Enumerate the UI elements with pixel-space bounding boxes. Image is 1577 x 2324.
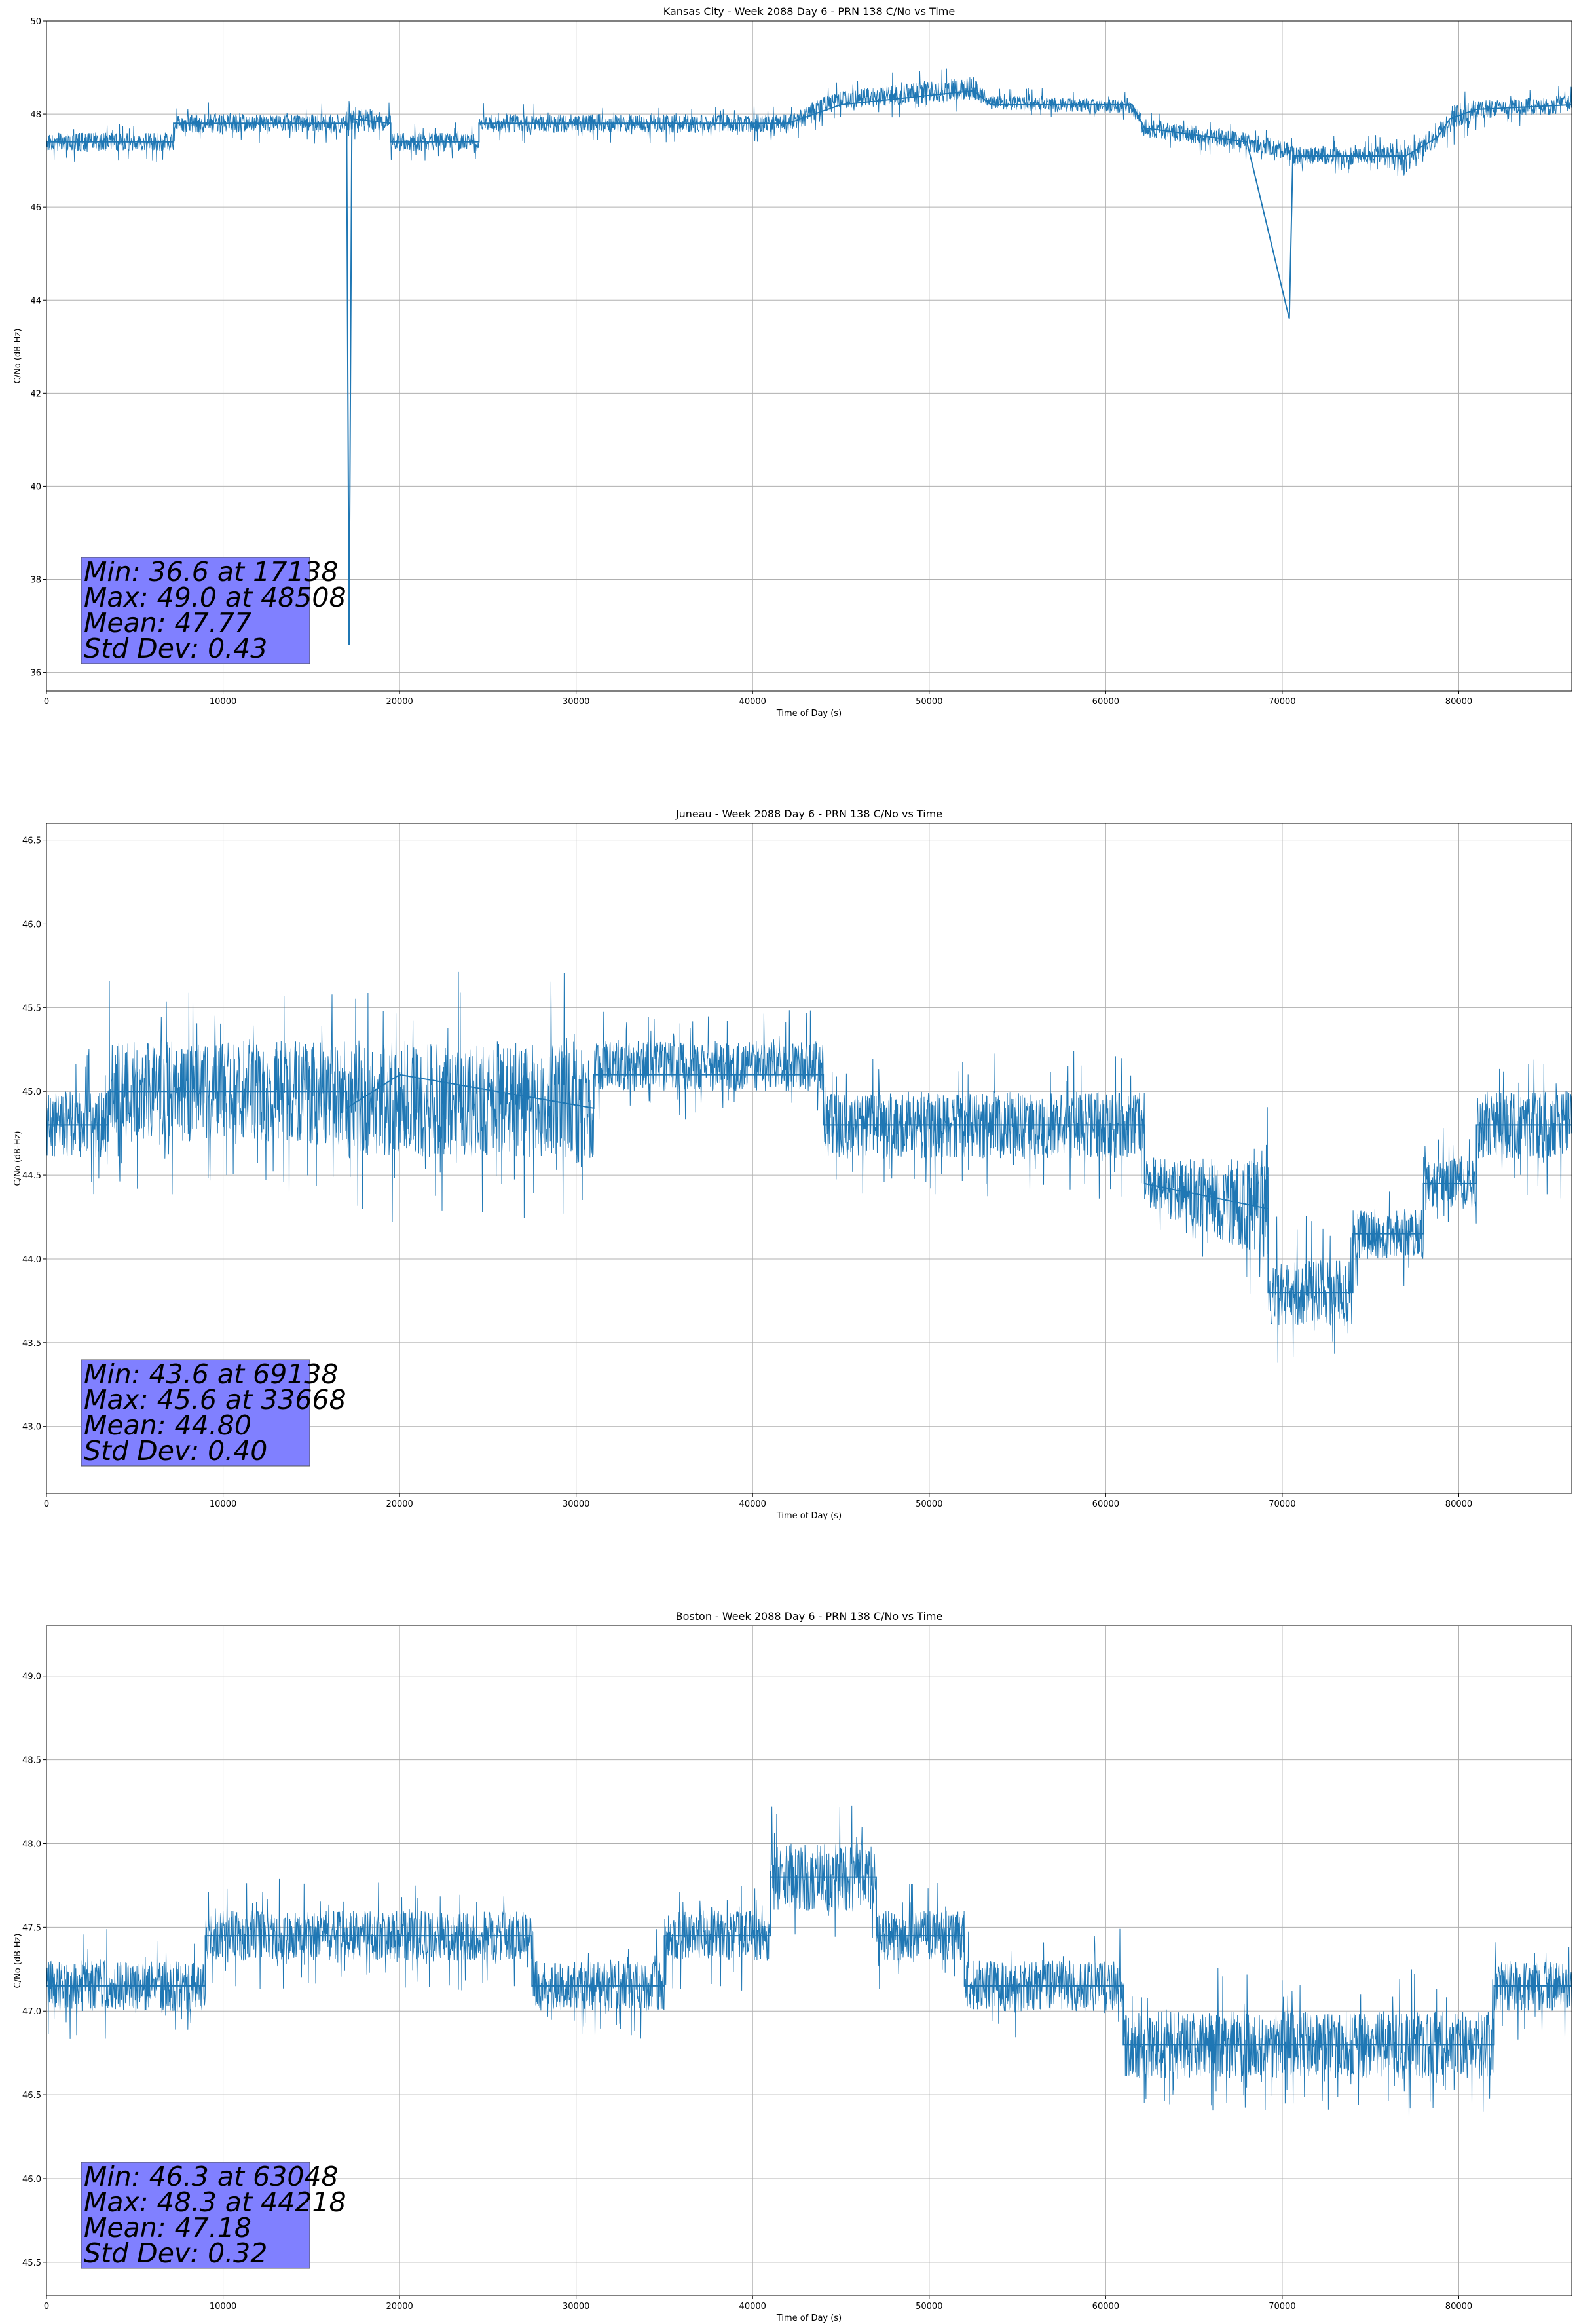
plot-frame — [46, 20, 1572, 692]
chart-title: Kansas City - Week 2088 Day 6 - PRN 138 … — [663, 5, 955, 18]
y-axis-label: C/No (dB-Hz) — [13, 329, 23, 384]
data-line-band — [46, 1805, 1572, 2116]
chart-panel-3: 0 10000 20000 30000 40000 50000 60000 70000 8000… — [13, 1610, 1572, 2323]
x-tick-label: 40000 — [739, 2302, 766, 2312]
x-tick-label: 60000 — [1092, 1499, 1119, 1509]
data-line — [46, 1876, 1572, 2046]
y-tick-label: 38 — [30, 576, 41, 586]
x-tick-label: 60000 — [1092, 2302, 1119, 2312]
y-tick-label: 42 — [30, 389, 41, 399]
x-tick-label: 20000 — [386, 697, 413, 707]
data-line — [46, 1074, 1572, 1294]
stats-line: Mean: 44.80 — [84, 1410, 251, 1441]
y-tick-label: 46 — [30, 203, 41, 213]
y-tick-label: 46.5 — [22, 836, 41, 846]
x-axis-label: Time of Day (s) — [776, 2314, 842, 2323]
stats-line: Max: 48.3 at 44218 — [84, 2186, 346, 2218]
x-tick-label: 50000 — [916, 2302, 942, 2312]
y-tick-label: 44.5 — [22, 1171, 41, 1181]
x-tick-label: 80000 — [1445, 1499, 1472, 1509]
stats-box — [81, 557, 310, 664]
x-tick-label: 30000 — [563, 697, 589, 707]
x-tick-label: 70000 — [1269, 2302, 1295, 2312]
y-tick-label: 40 — [30, 482, 41, 492]
y-tick-label: 47.0 — [22, 2007, 41, 2017]
x-tick-label: 0 — [44, 2302, 49, 2312]
y-tick-label: 46.5 — [22, 2091, 41, 2101]
x-tick-label: 30000 — [563, 1499, 589, 1509]
chart-title: Juneau - Week 2088 Day 6 - PRN 138 C/No … — [675, 808, 942, 820]
x-tick-label: 20000 — [386, 2302, 413, 2312]
plot-frame — [46, 1625, 1572, 2296]
x-tick-label: 0 — [44, 697, 49, 707]
x-tick-label: 40000 — [739, 697, 766, 707]
stats-line: Std Dev: 0.40 — [84, 1435, 267, 1467]
x-tick-label: 10000 — [210, 2302, 236, 2312]
y-axis-label: C/No (dB-Hz) — [13, 1131, 23, 1186]
data-line-band — [46, 68, 1572, 176]
x-tick-label: 70000 — [1269, 697, 1295, 707]
y-tick-label: 48 — [30, 110, 41, 120]
data-line — [46, 90, 1572, 645]
y-axis-label: C/No (dB-Hz) — [13, 1934, 23, 1989]
y-tick-label: 44.0 — [22, 1255, 41, 1265]
chart-panel-2: 0 10000 20000 30000 40000 50000 60000 70000 8000… — [13, 808, 1572, 1521]
y-tick-label: 43.0 — [22, 1423, 41, 1433]
stats-box — [81, 1359, 310, 1467]
y-tick-label: 45.0 — [22, 1087, 41, 1097]
stats-box — [81, 2162, 310, 2269]
chart-panel-1: 0 10000 20000 30000 40000 50000 60000 70000 8000… — [13, 5, 1572, 719]
stats-line: Std Dev: 0.43 — [84, 633, 267, 664]
stats-line: Min: 46.3 at 63048 — [84, 2161, 339, 2192]
y-tick-label: 36 — [30, 669, 41, 679]
x-tick-label: 70000 — [1269, 1499, 1295, 1509]
x-tick-label: 60000 — [1092, 697, 1119, 707]
stats-line: Std Dev: 0.32 — [84, 2238, 267, 2269]
y-tick-label: 45.5 — [22, 1003, 41, 1013]
x-tick-label: 20000 — [386, 1499, 413, 1509]
x-tick-label: 40000 — [739, 1499, 766, 1509]
y-tick-label: 48.5 — [22, 1756, 41, 1766]
x-tick-label: 30000 — [563, 2302, 589, 2312]
y-tick-label: 45.5 — [22, 2258, 41, 2268]
chart-title: Boston - Week 2088 Day 6 - PRN 138 C/No … — [676, 1610, 943, 1622]
stats-line: Min: 36.6 at 17138 — [84, 556, 339, 588]
y-tick-label: 44 — [30, 296, 41, 306]
y-tick-label: 43.5 — [22, 1339, 41, 1349]
y-tick-label: 49.0 — [22, 1672, 41, 1682]
y-tick-label: 48.0 — [22, 1839, 41, 1849]
x-tick-label: 50000 — [916, 1499, 942, 1509]
y-tick-label: 46.0 — [22, 2175, 41, 2184]
x-axis-label: Time of Day (s) — [776, 709, 842, 719]
stats-line: Mean: 47.18 — [84, 2212, 251, 2243]
x-tick-label: 10000 — [210, 697, 236, 707]
x-tick-label: 80000 — [1445, 2302, 1472, 2312]
x-tick-label: 50000 — [916, 697, 942, 707]
x-tick-label: 10000 — [210, 1499, 236, 1509]
x-axis-label: Time of Day (s) — [776, 1511, 842, 1521]
x-tick-label: 0 — [44, 1499, 49, 1509]
y-tick-label: 46.0 — [22, 920, 41, 929]
x-tick-label: 80000 — [1445, 697, 1472, 707]
data-line-band — [46, 971, 1572, 1363]
y-tick-label: 50 — [30, 17, 41, 27]
grid — [46, 1626, 1572, 2296]
stats-line: Min: 43.6 at 69138 — [84, 1359, 339, 1390]
stats-line: Max: 45.6 at 33668 — [84, 1384, 346, 1415]
y-tick-label: 47.5 — [22, 1923, 41, 1933]
stats-line: Max: 49.0 at 48508 — [84, 582, 346, 613]
stats-line: Mean: 47.77 — [84, 607, 251, 639]
plot-frame — [46, 823, 1572, 1494]
